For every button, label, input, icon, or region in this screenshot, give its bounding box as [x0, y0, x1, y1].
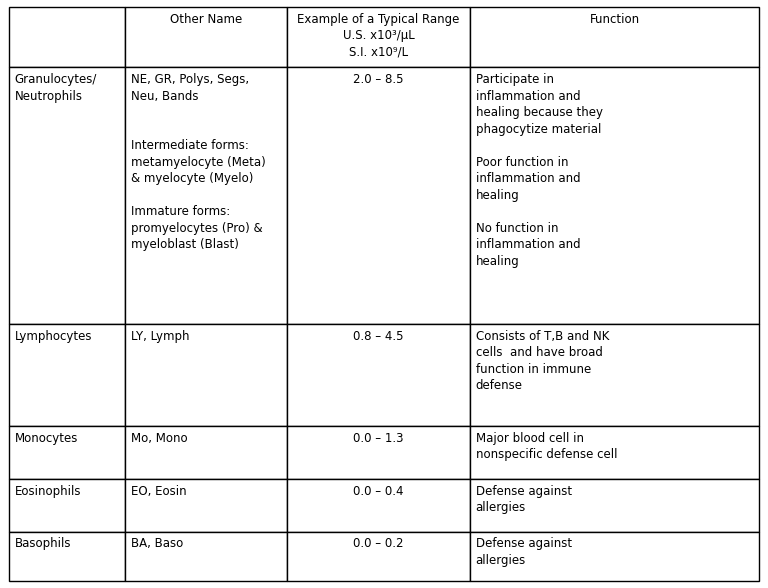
Text: Defense against
allergies: Defense against allergies [475, 537, 571, 567]
Bar [470, 7, 759, 67]
Bar [470, 479, 759, 532]
Text: Other Name: Other Name [170, 13, 242, 26]
Bar [286, 67, 470, 324]
Text: Basophils: Basophils [15, 537, 71, 550]
Text: 0.0 – 0.4: 0.0 – 0.4 [353, 485, 404, 497]
Text: 2.0 – 8.5: 2.0 – 8.5 [353, 73, 404, 86]
Text: Lymphocytes: Lymphocytes [15, 330, 92, 343]
Bar [286, 324, 470, 426]
Text: Example of a Typical Range
U.S. x10³/μL
S.I. x10⁹/L: Example of a Typical Range U.S. x10³/μL … [297, 13, 459, 59]
Bar [470, 67, 759, 324]
Bar [470, 426, 759, 479]
Bar [9, 479, 125, 532]
Text: Consists of T,B and NK
cells  and have broad
function in immune
defense: Consists of T,B and NK cells and have br… [475, 330, 609, 392]
Bar [9, 67, 125, 324]
Bar [286, 7, 470, 67]
Text: Function: Function [589, 13, 640, 26]
Bar [125, 67, 286, 324]
Bar [470, 324, 759, 426]
Text: Granulocytes/
Neutrophils: Granulocytes/ Neutrophils [15, 73, 97, 103]
Bar [125, 479, 286, 532]
Bar [470, 532, 759, 581]
Bar [9, 324, 125, 426]
Text: BA, Baso: BA, Baso [131, 537, 183, 550]
Text: Defense against
allergies: Defense against allergies [475, 485, 571, 514]
Bar [286, 426, 470, 479]
Bar [125, 324, 286, 426]
Bar [9, 532, 125, 581]
Bar [9, 426, 125, 479]
Text: 0.8 – 4.5: 0.8 – 4.5 [353, 330, 404, 343]
Text: Mo, Mono: Mo, Mono [131, 432, 187, 445]
Text: 0.0 – 0.2: 0.0 – 0.2 [353, 537, 404, 550]
Text: 0.0 – 1.3: 0.0 – 1.3 [353, 432, 404, 445]
Text: LY, Lymph: LY, Lymph [131, 330, 189, 343]
Bar [286, 532, 470, 581]
Bar [125, 426, 286, 479]
Text: Monocytes: Monocytes [15, 432, 78, 445]
Text: EO, Eosin: EO, Eosin [131, 485, 187, 497]
Bar [9, 7, 125, 67]
Bar [125, 532, 286, 581]
Bar [286, 479, 470, 532]
Bar [125, 7, 286, 67]
Text: Major blood cell in
nonspecific defense cell: Major blood cell in nonspecific defense … [475, 432, 617, 462]
Text: NE, GR, Polys, Segs,
Neu, Bands


Intermediate forms:
metamyelocyte (Meta)
& mye: NE, GR, Polys, Segs, Neu, Bands Intermed… [131, 73, 266, 251]
Text: Participate in
inflammation and
healing because they
phagocytize material

Poor : Participate in inflammation and healing … [475, 73, 603, 268]
Text: Eosinophils: Eosinophils [15, 485, 81, 497]
